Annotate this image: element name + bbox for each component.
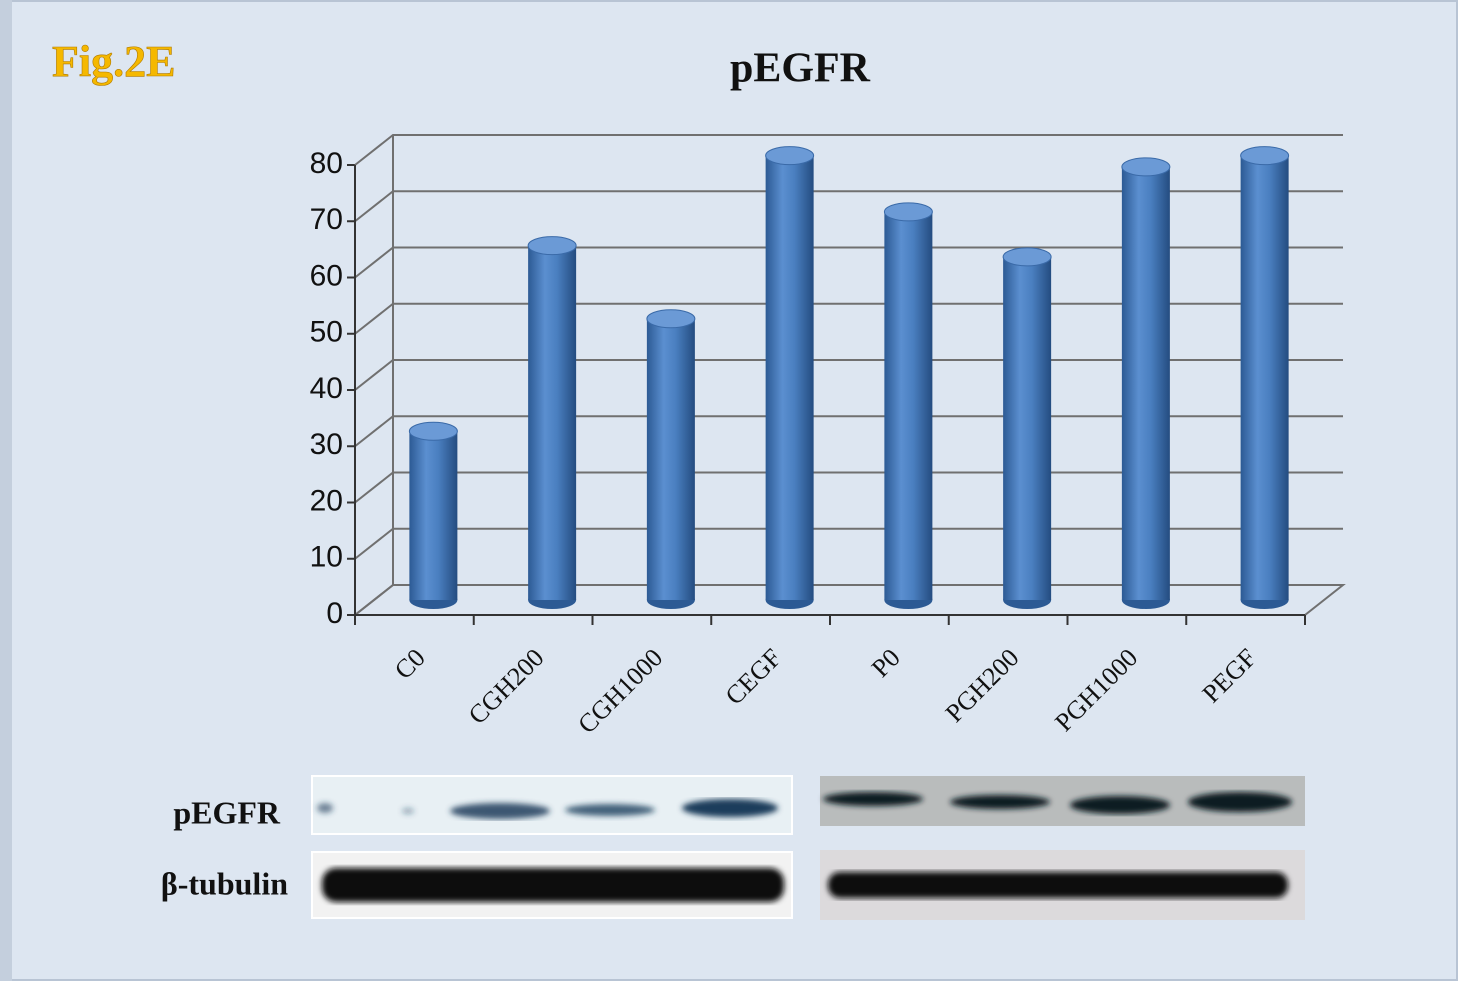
bar [528, 245, 577, 600]
bar-top [646, 309, 696, 329]
y-tick-label: 0 [326, 597, 343, 630]
bar-top [408, 421, 458, 441]
bar [1121, 166, 1170, 600]
y-tick-label: 80 [310, 147, 343, 180]
blot-row-label: pEGFR [173, 794, 281, 830]
figure-label: Fig.2E [52, 37, 175, 86]
blot-bands [828, 872, 1288, 898]
blot-bands [322, 868, 784, 902]
grid-line [354, 190, 1343, 223]
chart-title: pEGFR [730, 46, 871, 92]
y-tick-label: 50 [310, 316, 343, 349]
side-strip [0, 0, 12, 981]
bar [884, 211, 933, 600]
y-tick-label: 10 [310, 541, 343, 574]
bar-top [883, 202, 933, 222]
bar [1240, 155, 1289, 600]
bar [646, 318, 695, 600]
bar-top [527, 236, 577, 256]
blot-bands [317, 799, 778, 819]
blot-panel: pEGFR β-tubulin [161, 775, 1305, 920]
bar-top [1002, 247, 1052, 267]
grid-line [354, 134, 1343, 166]
bar [1003, 256, 1052, 600]
bar-top [1121, 157, 1171, 177]
y-tick-label: 30 [310, 428, 343, 461]
bar [409, 431, 458, 600]
y-tick-label: 40 [310, 372, 343, 405]
bar [765, 155, 814, 600]
y-tick-label: 60 [310, 259, 343, 292]
bar-top [765, 146, 815, 166]
y-tick-label: 70 [310, 203, 343, 236]
blot-row-label: β-tubulin [161, 865, 288, 901]
bar-top [1240, 146, 1290, 166]
blot-bands [823, 792, 1292, 814]
y-tick-label: 20 [310, 484, 343, 517]
